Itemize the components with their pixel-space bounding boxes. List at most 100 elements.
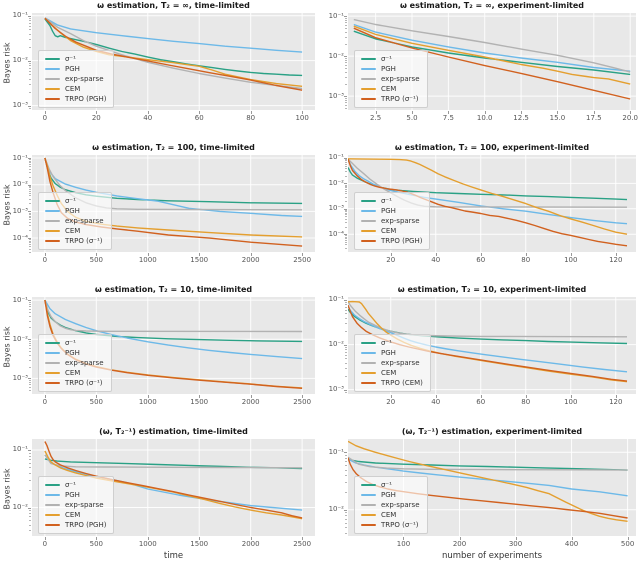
legend-swatch (361, 382, 376, 384)
y-minortick-mark (345, 218, 347, 220)
legend-label: σ⁻¹ (65, 197, 76, 205)
subplot-omega-t2-100-time: ω estimation, T₂ = 100, time-limited Baye… (0, 142, 320, 284)
y-tick-label: 10⁻³ (328, 204, 344, 213)
series-line-exp_sparse (44, 299, 303, 333)
y-minortick-mark (29, 480, 31, 482)
y-minortick-mark (345, 216, 347, 218)
y-minortick-mark (29, 327, 31, 329)
x-tick-label: 1500 (190, 540, 209, 548)
y-minortick-mark (345, 239, 347, 241)
legend-label: CEM (65, 369, 81, 377)
x-tick-label: 0 (42, 256, 48, 264)
y-minortick-mark (345, 187, 347, 189)
legend-label: CEM (381, 369, 397, 377)
y-minortick-mark (29, 490, 31, 492)
legend-swatch (361, 98, 376, 100)
y-minortick-mark (345, 391, 347, 393)
series-line-trpo (353, 27, 631, 100)
x-tick-mark (480, 395, 482, 398)
legend-swatch (45, 514, 60, 516)
legend-swatch (361, 200, 376, 202)
x-tick-mark (44, 111, 46, 114)
legend-label: CEM (381, 227, 397, 235)
x-tick-label: 2.5 (370, 114, 382, 122)
y-minortick-mark (345, 235, 347, 237)
y-tick-mark (28, 449, 31, 451)
y-minortick-mark (29, 462, 31, 464)
x-tick-mark (557, 111, 559, 114)
y-minortick-mark (345, 57, 347, 59)
legend-entry: σ⁻¹ (45, 481, 106, 489)
legend-swatch (361, 514, 376, 516)
x-tick-mark (199, 111, 201, 114)
legend-entry: exp-sparse (45, 501, 106, 509)
x-tick-label: 1500 (190, 256, 209, 264)
y-minortick-mark (345, 212, 347, 214)
y-tick-label: 10⁻¹ (328, 295, 344, 304)
y-minortick-mark (345, 346, 347, 348)
y-minortick-mark (29, 239, 31, 241)
legend-swatch (361, 524, 376, 526)
y-minortick-mark (345, 214, 347, 216)
y-minortick-mark (29, 17, 31, 19)
y-minortick-mark (29, 33, 31, 35)
legend-label: TRPO (PGH) (65, 95, 107, 103)
legend-entry: exp-sparse (361, 501, 420, 509)
legend-label: TRPO (σ⁻¹) (65, 379, 103, 387)
y-minortick-mark (345, 84, 347, 86)
y-minortick-mark (345, 368, 347, 370)
y-minortick-mark (29, 387, 31, 389)
y-minortick-mark (29, 384, 31, 386)
series-line-cem (353, 25, 631, 85)
legend-entry: σ⁻¹ (361, 197, 422, 205)
y-minortick-mark (29, 192, 31, 194)
legend-label: exp-sparse (381, 75, 420, 83)
y-minortick-mark (29, 455, 31, 457)
y-minortick-mark (345, 159, 347, 161)
x-tick-mark (250, 111, 252, 114)
y-minortick-mark (29, 242, 31, 244)
x-tick-mark (302, 537, 304, 540)
y-minortick-mark (29, 187, 31, 189)
y-tick-mark (344, 56, 347, 58)
y-minortick-mark (29, 166, 31, 168)
series-line-sigma (44, 18, 303, 77)
legend-label: exp-sparse (65, 501, 104, 509)
series-line-sigma (348, 458, 628, 471)
y-tick-label: 10⁻¹ (328, 447, 344, 456)
y-minortick-mark (345, 482, 347, 484)
legend-label: PGH (381, 491, 396, 499)
y-tick-mark (344, 344, 347, 346)
y-minortick-mark (29, 84, 31, 86)
y-minortick-mark (29, 190, 31, 192)
legend-entry: PGH (361, 491, 420, 499)
subplot-omega-t2inv-time: (ω, T₂⁻¹) estimation, time-limited Bayes … (0, 426, 320, 568)
x-tick-label: 1000 (138, 540, 157, 548)
y-minortick-mark (29, 516, 31, 518)
y-minortick-mark (345, 168, 347, 170)
y-minortick-mark (345, 469, 347, 471)
y-minortick-mark (345, 515, 347, 517)
x-tick-mark (412, 111, 413, 114)
y-minortick-mark (345, 97, 347, 99)
y-minortick-mark (29, 203, 31, 205)
series-line-exp_sparse (353, 18, 631, 73)
x-tick-label: 0 (42, 540, 48, 548)
x-tick-label: 500 (89, 256, 103, 264)
y-minortick-mark (345, 28, 347, 30)
legend-swatch (361, 68, 376, 70)
y-tick-label: 10⁻³ (328, 91, 344, 100)
x-tick-mark (147, 253, 149, 256)
y-minortick-mark (29, 248, 31, 250)
x-tick-label: 20 (386, 256, 396, 264)
y-minortick-mark (29, 221, 31, 223)
legend-swatch (361, 362, 376, 364)
subplot-omega-t2inf-experiment: ω estimation, T₂ = ∞, experiment-limited… (320, 0, 640, 142)
legend-entry: σ⁻¹ (45, 197, 104, 205)
x-tick-label: 7.5 (442, 114, 454, 122)
x-tick-label: 17.5 (586, 114, 602, 122)
legend-entry: TRPO (σ⁻¹) (361, 95, 420, 103)
series-line-exp_sparse (44, 454, 303, 469)
y-minortick-mark (345, 304, 347, 306)
legend-label: exp-sparse (65, 359, 104, 367)
